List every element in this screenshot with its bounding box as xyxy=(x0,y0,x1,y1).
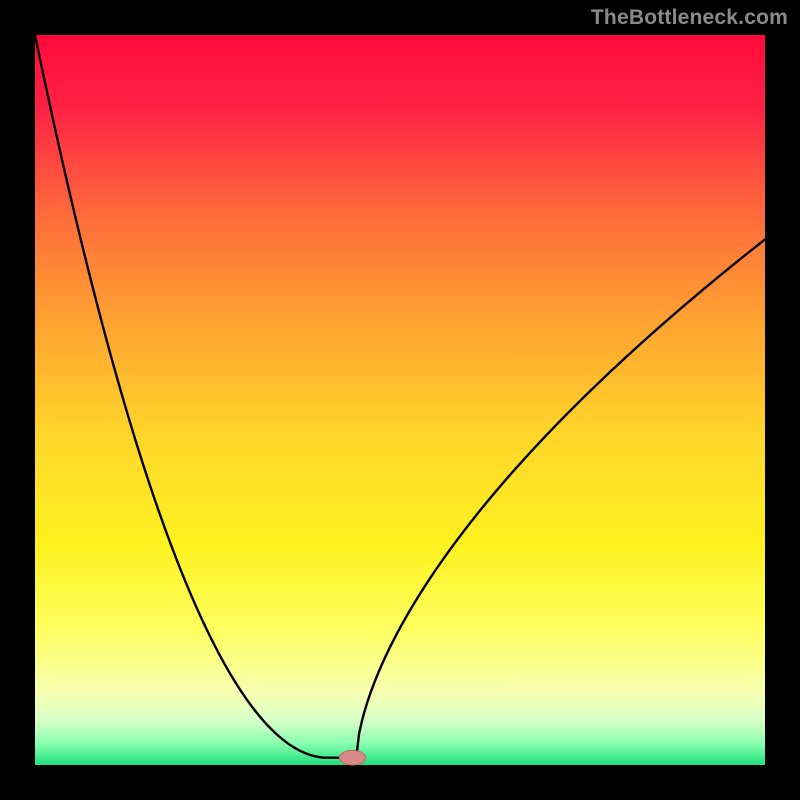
watermark-text: TheBottleneck.com xyxy=(591,6,788,30)
valley-marker xyxy=(339,750,365,765)
chart-background xyxy=(35,35,765,765)
chart-svg xyxy=(0,0,800,800)
bottleneck-chart: TheBottleneck.com xyxy=(0,0,800,800)
